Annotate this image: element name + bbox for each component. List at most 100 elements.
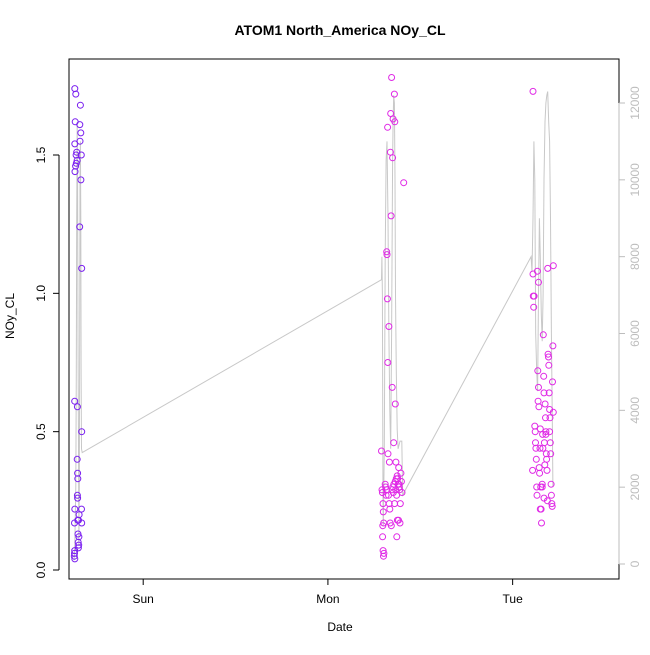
- data-point: [546, 428, 554, 436]
- data-point: [400, 179, 408, 187]
- data-point: [77, 129, 85, 137]
- data-point: [540, 372, 548, 380]
- data-point: [389, 154, 397, 162]
- data-point: [390, 439, 398, 447]
- data-point: [71, 555, 79, 563]
- y2-tick-label: 2000: [628, 473, 642, 500]
- data-point: [384, 450, 392, 458]
- data-point: [393, 491, 401, 499]
- data-point: [535, 403, 543, 411]
- plot-area: 0.0 0.5 1.0 1.5 0 2000 4000 6000 8000 10000 12000 S…: [34, 58, 642, 606]
- data-point: [76, 121, 84, 129]
- data-point: [538, 483, 546, 491]
- data-point: [71, 505, 79, 513]
- data-point: [72, 90, 80, 98]
- data-point: [545, 361, 553, 369]
- data-point: [397, 478, 405, 485]
- data-point: [78, 519, 86, 527]
- plot-frame: [68, 58, 620, 580]
- y-tick-label: 0.5: [34, 423, 48, 440]
- data-point: [391, 400, 399, 408]
- data-point: [549, 262, 557, 270]
- data-point: [383, 295, 391, 303]
- data-point: [73, 491, 81, 499]
- data-point: [383, 248, 391, 256]
- data-point: [549, 378, 556, 386]
- data-point: [534, 367, 542, 375]
- data-point: [540, 389, 548, 397]
- chart-title: ATOM1 North_America NOy_CL: [234, 22, 446, 38]
- data-point: [378, 447, 385, 455]
- data-point: [535, 278, 542, 286]
- data-point: [380, 549, 388, 557]
- y2-tick-label: 10000: [628, 163, 642, 197]
- y2-tick-label: 6000: [628, 320, 642, 347]
- data-point: [538, 519, 545, 527]
- data-point: [540, 494, 548, 502]
- data-point: [542, 428, 550, 436]
- data-point: [532, 444, 540, 452]
- y-axis-label: NOy_CL: [3, 293, 17, 339]
- data-point: [543, 466, 551, 474]
- data-point: [76, 223, 84, 231]
- data-point: [395, 464, 403, 472]
- data-point: [532, 439, 539, 447]
- data-point: [547, 480, 555, 488]
- data-point: [383, 251, 391, 259]
- y2-tick-label: 0: [628, 560, 642, 567]
- data-point: [385, 323, 393, 330]
- data-point: [387, 522, 395, 530]
- data-point: [530, 303, 538, 311]
- data-point: [74, 494, 82, 502]
- data-point: [384, 123, 392, 131]
- data-point: [77, 151, 85, 159]
- data-point: [535, 464, 543, 472]
- data-point: [379, 533, 387, 541]
- data-point: [75, 541, 83, 549]
- data-point: [72, 159, 80, 167]
- data-point: [536, 444, 544, 452]
- data-point: [546, 414, 554, 422]
- data-point: [395, 516, 402, 524]
- y2-tick-label: 12000: [628, 86, 642, 120]
- data-point: [540, 439, 548, 447]
- data-point: [70, 552, 78, 560]
- altitude-line: [73, 91, 554, 561]
- data-point: [77, 176, 85, 184]
- data-point: [546, 439, 554, 447]
- data-point: [397, 469, 405, 477]
- data-point: [543, 455, 551, 463]
- data-point: [533, 267, 541, 275]
- data-point: [548, 502, 556, 510]
- data-point: [396, 500, 404, 508]
- data-point: [547, 450, 555, 458]
- data-point: [74, 475, 82, 483]
- data-point: [380, 552, 387, 560]
- data-point: [391, 118, 399, 126]
- data-point: [532, 455, 540, 463]
- data-point: [71, 519, 78, 527]
- data-point: [385, 458, 393, 466]
- data-point: [535, 383, 542, 391]
- x-tick-label: Mon: [316, 592, 339, 606]
- x-axis-label: Date: [327, 620, 353, 634]
- data-point: [544, 264, 552, 272]
- x-tick-label: Sun: [133, 592, 154, 606]
- data-point: [529, 87, 537, 95]
- data-point: [533, 491, 541, 499]
- data-point: [388, 74, 396, 81]
- data-point: [544, 350, 552, 358]
- data-point: [538, 480, 546, 488]
- y2-tick-label: 4000: [628, 397, 642, 424]
- data-point: [71, 168, 79, 176]
- x-tick-label: Tue: [503, 592, 524, 606]
- data-point: [388, 383, 396, 391]
- data-point: [387, 212, 395, 220]
- data-point: [379, 522, 387, 530]
- data-point: [392, 458, 400, 466]
- data-point: [76, 101, 84, 109]
- y-tick-label: 1.0: [34, 285, 48, 302]
- data-point: [530, 292, 538, 300]
